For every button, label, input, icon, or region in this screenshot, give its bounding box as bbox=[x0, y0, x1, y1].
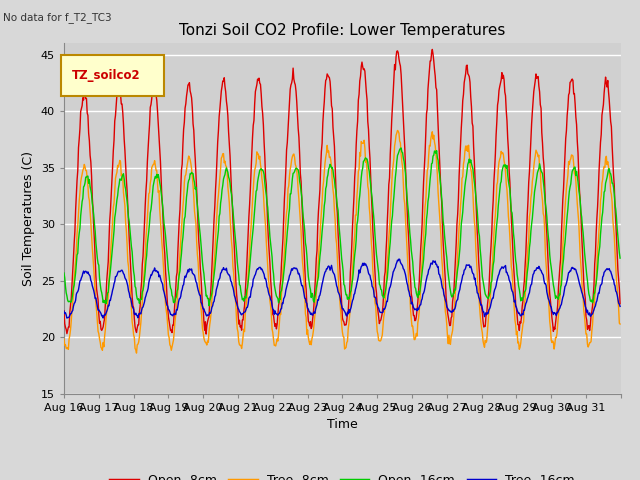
X-axis label: Time: Time bbox=[327, 418, 358, 431]
Line: Open -8cm: Open -8cm bbox=[64, 49, 620, 334]
Open -8cm bbox=[60, 308, 68, 314]
Tree -16cm bbox=[395, 256, 403, 262]
Tree -8cm bbox=[401, 201, 408, 207]
Open -16cm bbox=[277, 289, 285, 295]
Tree -8cm bbox=[394, 128, 401, 133]
Line: Tree -16cm: Tree -16cm bbox=[64, 259, 620, 318]
Tree -8cm bbox=[277, 312, 285, 317]
Open -16cm bbox=[205, 303, 213, 309]
Open -16cm bbox=[401, 164, 408, 169]
Tree -16cm bbox=[63, 315, 71, 321]
Open -8cm bbox=[228, 199, 236, 205]
Open -8cm bbox=[277, 277, 285, 283]
Tree -16cm bbox=[616, 303, 624, 309]
Open -8cm bbox=[400, 130, 408, 136]
Tree -16cm bbox=[432, 262, 440, 267]
Open -16cm bbox=[60, 270, 68, 276]
Y-axis label: Soil Temperatures (C): Soil Temperatures (C) bbox=[22, 151, 35, 286]
Tree -8cm bbox=[228, 246, 236, 252]
Open -16cm bbox=[228, 200, 236, 206]
Tree -16cm bbox=[60, 309, 68, 314]
Open -8cm bbox=[432, 84, 440, 90]
Title: Tonzi Soil CO2 Profile: Lower Temperatures: Tonzi Soil CO2 Profile: Lower Temperatur… bbox=[179, 23, 506, 38]
Open -16cm bbox=[125, 219, 133, 225]
Text: TZ_soilco2: TZ_soilco2 bbox=[72, 69, 141, 82]
Tree -16cm bbox=[228, 283, 236, 288]
Open -8cm bbox=[202, 331, 210, 337]
Open -16cm bbox=[616, 255, 624, 261]
Open -8cm bbox=[256, 80, 264, 86]
Open -16cm bbox=[397, 145, 405, 151]
Tree -8cm bbox=[256, 154, 264, 159]
Open -16cm bbox=[432, 150, 440, 156]
Tree -8cm bbox=[125, 277, 133, 283]
Open -8cm bbox=[125, 237, 133, 242]
FancyBboxPatch shape bbox=[61, 56, 164, 96]
Tree -8cm bbox=[132, 350, 140, 356]
Open -8cm bbox=[616, 301, 624, 307]
Open -16cm bbox=[256, 168, 264, 173]
Tree -16cm bbox=[277, 306, 285, 312]
Legend: Open -8cm, Tree -8cm, Open -16cm, Tree -16cm: Open -8cm, Tree -8cm, Open -16cm, Tree -… bbox=[105, 469, 580, 480]
Tree -8cm bbox=[616, 321, 624, 327]
Text: No data for f_T2_TC3: No data for f_T2_TC3 bbox=[3, 12, 112, 23]
Tree -8cm bbox=[60, 336, 68, 342]
Tree -8cm bbox=[432, 151, 440, 156]
Tree -16cm bbox=[401, 269, 408, 275]
Line: Open -16cm: Open -16cm bbox=[64, 148, 620, 306]
Tree -16cm bbox=[256, 264, 264, 270]
Open -8cm bbox=[428, 47, 436, 52]
Tree -16cm bbox=[126, 295, 134, 300]
Line: Tree -8cm: Tree -8cm bbox=[64, 131, 620, 353]
